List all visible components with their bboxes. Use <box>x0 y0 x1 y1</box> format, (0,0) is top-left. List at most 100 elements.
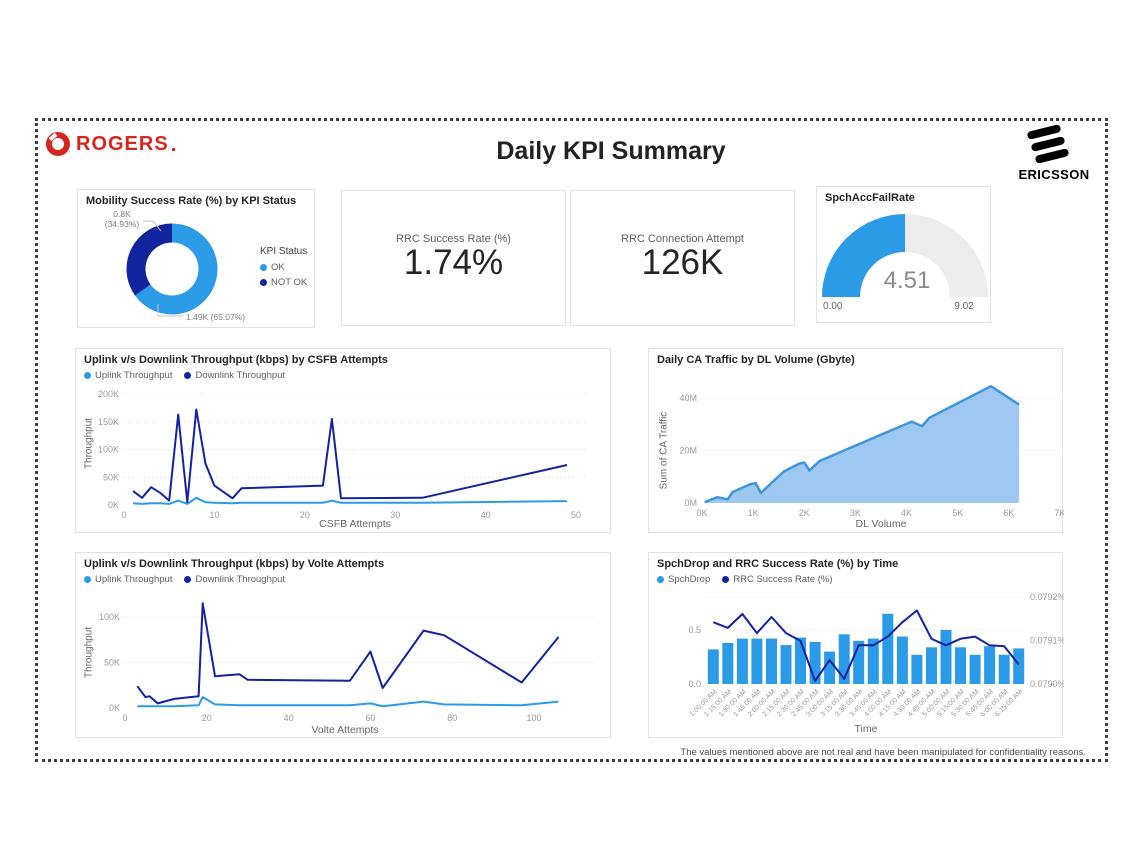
bar[interactable] <box>926 647 937 684</box>
bar[interactable] <box>766 638 777 684</box>
bar[interactable] <box>736 638 748 684</box>
bar[interactable] <box>751 638 763 684</box>
svg-text:3K: 3K <box>850 508 861 518</box>
series-line-0 <box>137 696 559 708</box>
svg-text:50: 50 <box>571 510 581 520</box>
slice-ok[interactable] <box>135 223 218 315</box>
legend-item-uplink[interactable]: Uplink Throughput <box>84 370 172 381</box>
donut-legend: KPI Status OK NOT OK <box>260 246 307 288</box>
volte-throughput-card: Uplink v/s Downlink Throughput (kbps) by… <box>75 552 611 738</box>
mobility-donut-chart[interactable]: 0.8K(34.93%) 1.49K (65.07%) <box>78 190 316 329</box>
svg-text:0.5: 0.5 <box>688 625 701 635</box>
chart-legend: Uplink Throughput Downlink Throughput <box>84 370 285 381</box>
svg-text:40: 40 <box>481 510 491 520</box>
svg-text:100: 100 <box>526 713 541 723</box>
bar[interactable] <box>809 641 821 684</box>
bar[interactable] <box>940 630 952 684</box>
svg-text:7K: 7K <box>1054 508 1064 518</box>
ca-area-chart[interactable]: 0M 20M 40M 0K 1K 2K 3K 4K 5K 6K 7K <box>649 349 1064 534</box>
svg-text:30: 30 <box>390 510 400 520</box>
bar[interactable] <box>882 613 894 684</box>
svg-text:100K: 100K <box>99 612 120 622</box>
svg-text:6K: 6K <box>1003 508 1014 518</box>
series-line-0 <box>132 496 568 505</box>
bar[interactable] <box>780 645 792 684</box>
bar[interactable] <box>911 654 923 684</box>
svg-text:0.8K: 0.8K <box>113 209 131 219</box>
chart-title: Uplink v/s Downlink Throughput (kbps) by… <box>84 558 385 570</box>
legend-dot <box>722 576 730 583</box>
svg-text:80: 80 <box>447 713 457 723</box>
area-fill <box>704 386 1020 503</box>
legend-item-downlink[interactable]: Downlink Throughput <box>184 574 285 585</box>
ericsson-logo: ERICSSON <box>1012 124 1096 182</box>
confidentiality-note: The values mentioned above are not real … <box>680 747 1086 758</box>
kpi-label: RRC Connection Attempt <box>621 233 744 245</box>
svg-text:0.0: 0.0 <box>688 679 701 689</box>
gauge-chart[interactable]: 4.51 0.00 9.02 <box>817 187 992 324</box>
svg-text:4K: 4K <box>901 508 912 518</box>
legend-item-spchdrop[interactable]: SpchDrop <box>657 574 710 585</box>
chart-title: SpchDrop and RRC Success Rate (%) by Tim… <box>657 558 899 570</box>
legend-dot <box>184 576 192 583</box>
bar[interactable] <box>722 643 734 684</box>
legend-item-ok[interactable]: OK <box>260 262 307 273</box>
y-axis-title: Throughput <box>83 417 95 470</box>
bar[interactable] <box>824 651 836 684</box>
bar[interactable] <box>867 638 879 684</box>
chart-legend: Uplink Throughput Downlink Throughput <box>84 574 285 585</box>
svg-text:9.02: 9.02 <box>954 301 974 312</box>
slice-not-ok[interactable] <box>126 223 173 296</box>
x-axis-title: DL Volume <box>855 518 907 530</box>
kpi-value: 126K <box>641 243 724 282</box>
bar[interactable] <box>969 654 981 684</box>
bar[interactable] <box>853 640 865 684</box>
svg-text:50K: 50K <box>104 658 120 668</box>
gauge-fill <box>822 214 906 298</box>
svg-text:0: 0 <box>121 510 126 520</box>
bar[interactable] <box>707 649 719 684</box>
bar[interactable] <box>955 647 966 684</box>
svg-text:200K: 200K <box>98 389 119 399</box>
chart-legend: SpchDrop RRC Success Rate (%) <box>657 574 833 585</box>
svg-text:20M: 20M <box>679 446 697 456</box>
legend-item-rrc-success[interactable]: RRC Success Rate (%) <box>722 574 833 585</box>
svg-text:(34.93%): (34.93%) <box>105 219 140 229</box>
dashboard-frame <box>35 118 1108 762</box>
bar[interactable] <box>984 646 996 684</box>
y-axis-title: Sum of CA Traffic <box>658 411 670 490</box>
spch-acc-fail-rate-gauge-card: SpchAccFailRate 4.51 0.00 9.02 <box>816 186 991 323</box>
svg-text:1K: 1K <box>748 508 759 518</box>
svg-text:40M: 40M <box>679 393 697 403</box>
rogers-trademark-dot <box>171 148 175 151</box>
series-line-1 <box>136 602 560 705</box>
bar[interactable] <box>998 654 1010 684</box>
volte-line-chart[interactable]: 0K 50K 100K 0 20 40 60 80 100 <box>76 553 612 739</box>
bar[interactable] <box>838 634 850 684</box>
svg-text:10: 10 <box>209 510 219 520</box>
svg-text:0.00: 0.00 <box>823 301 843 312</box>
legend-label: Uplink Throughput <box>95 370 173 381</box>
legend-item-downlink[interactable]: Downlink Throughput <box>184 370 285 381</box>
bar[interactable] <box>1013 648 1025 684</box>
bar[interactable] <box>795 637 806 684</box>
combo-bar-line-chart[interactable]: 0.00.50.0790%0.0791%0.0792%1:00:00 AM1:1… <box>649 553 1064 739</box>
legend-item-uplink[interactable]: Uplink Throughput <box>84 574 172 585</box>
spchdrop-rrc-combo-card: SpchDrop and RRC Success Rate (%) by Tim… <box>648 552 1064 739</box>
svg-text:50K: 50K <box>103 472 119 482</box>
chart-title: Daily CA Traffic by DL Volume (Gbyte) <box>657 354 855 366</box>
mobility-donut-card: Mobility Success Rate (%) by KPI Status … <box>77 189 315 328</box>
svg-text:0K: 0K <box>108 500 119 510</box>
chart-title: Mobility Success Rate (%) by KPI Status <box>86 195 297 207</box>
legend-label: SpchDrop <box>668 574 711 585</box>
legend-item-not-ok[interactable]: NOT OK <box>260 277 307 288</box>
svg-text:0.0791%: 0.0791% <box>1030 636 1064 646</box>
bar[interactable] <box>896 636 908 685</box>
csfb-line-chart[interactable]: 0K 50K 100K 150K 200K 0 10 20 30 40 50 <box>76 349 612 534</box>
svg-text:0.0792%: 0.0792% <box>1030 592 1064 602</box>
chart-title: Uplink v/s Downlink Throughput (kbps) by… <box>84 354 388 366</box>
svg-text:5K: 5K <box>952 508 963 518</box>
spchdrop-bars <box>707 613 1025 685</box>
area-line <box>704 384 1020 504</box>
svg-text:40: 40 <box>284 713 294 723</box>
